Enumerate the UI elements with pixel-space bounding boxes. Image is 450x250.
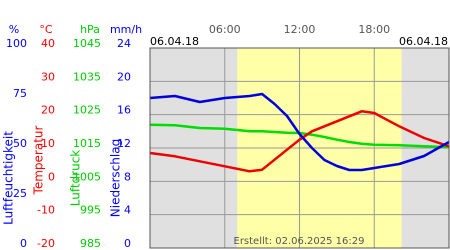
y-tick-label: 20 bbox=[41, 104, 55, 117]
y-tick-label: 1025 bbox=[73, 104, 101, 117]
y-tick-label: 985 bbox=[80, 237, 101, 250]
y-tick-label: 1045 bbox=[73, 37, 101, 50]
y-tick-label: -20 bbox=[37, 237, 55, 250]
data-line bbox=[149, 110, 450, 173]
y-tick-label: 24 bbox=[117, 37, 131, 50]
plot bbox=[149, 47, 450, 249]
y-tick-label: 25 bbox=[13, 187, 27, 200]
y-tick-label: -10 bbox=[37, 204, 55, 217]
x-tick-label: 12:00 bbox=[284, 23, 316, 36]
y-tick-label: 30 bbox=[41, 70, 55, 83]
y-tick-label: 8 bbox=[124, 170, 131, 183]
axis-title: Temperatur bbox=[32, 125, 46, 195]
y-tick-label: 0 bbox=[48, 170, 55, 183]
y-tick-label: 75 bbox=[13, 87, 27, 100]
axis-unit: °C bbox=[39, 23, 53, 36]
y-tick-label: 0 bbox=[124, 237, 131, 250]
x-tick-label: 06:00 bbox=[209, 23, 241, 36]
y-tick-label: 0 bbox=[20, 237, 27, 250]
date-left: 06.04.18 bbox=[150, 35, 199, 48]
y-tick-label: 50 bbox=[13, 137, 27, 150]
y-tick-label: 995 bbox=[80, 204, 101, 217]
axis-unit: mm/h bbox=[110, 23, 142, 36]
y-tick-label: 12 bbox=[117, 137, 131, 150]
plot-frame bbox=[149, 47, 450, 249]
y-tick-label: 40 bbox=[41, 37, 55, 50]
data-line bbox=[149, 92, 450, 172]
axis-unit: % bbox=[9, 23, 19, 36]
y-tick-label: 1035 bbox=[73, 70, 101, 83]
axis-title: Luftdruck bbox=[69, 150, 83, 207]
y-tick-label: 20 bbox=[117, 70, 131, 83]
y-tick-label: 1005 bbox=[73, 170, 101, 183]
axis-title: Luftfeuchtigkeit bbox=[2, 131, 16, 225]
axis-title: Niederschlag bbox=[109, 139, 123, 217]
axis-unit: hPa bbox=[80, 23, 100, 36]
data-line bbox=[149, 123, 450, 149]
footer: Erstellt: 02.06.2025 16:29 bbox=[234, 236, 365, 247]
y-tick-label: 10 bbox=[41, 137, 55, 150]
x-tick-label: 18:00 bbox=[358, 23, 390, 36]
y-tick-label: 4 bbox=[124, 204, 131, 217]
y-tick-label: 100 bbox=[6, 37, 27, 50]
y-tick-label: 16 bbox=[117, 104, 131, 117]
y-tick-label: 1015 bbox=[73, 137, 101, 150]
date-right: 06.04.18 bbox=[399, 35, 448, 48]
